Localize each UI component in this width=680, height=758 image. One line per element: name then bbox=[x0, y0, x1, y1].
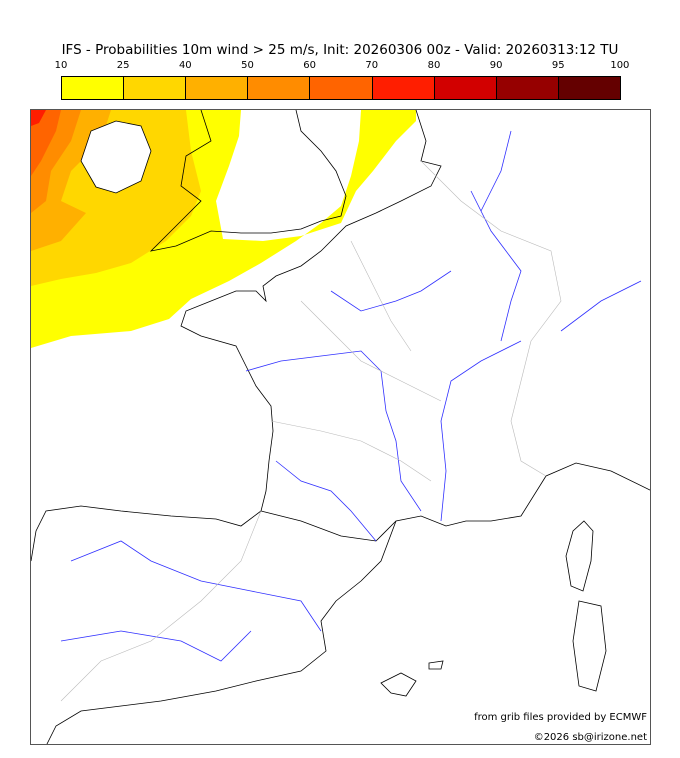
prob-70-area bbox=[31, 110, 46, 126]
colorbar-label: 60 bbox=[303, 60, 316, 71]
colorbar-label: 95 bbox=[551, 60, 565, 71]
colorbar-label: 10 bbox=[54, 60, 68, 71]
prob-25-area-2 bbox=[151, 110, 171, 141]
ireland-land bbox=[81, 121, 151, 193]
colorbar-label: 100 bbox=[610, 60, 630, 71]
colorbar-swatch bbox=[372, 77, 435, 99]
colorbar-swatch bbox=[434, 77, 497, 99]
colorbar-swatch bbox=[124, 77, 187, 99]
mallorca bbox=[380, 672, 417, 697]
colorbar-swatch bbox=[310, 77, 373, 99]
colorbar-label: 50 bbox=[241, 60, 254, 71]
map-title: IFS - Probabilities 10m wind > 25 m/s, I… bbox=[61, 42, 619, 58]
colorbar-labels: 10 25 40 50 60 70 80 90 95 100 bbox=[55, 60, 630, 74]
probability-fills bbox=[31, 110, 416, 348]
coastlines bbox=[31, 110, 650, 744]
colorbar-swatch bbox=[558, 77, 620, 99]
colorbar-label: 90 bbox=[489, 60, 503, 71]
corsica bbox=[565, 520, 594, 592]
data-source-credit: from grib files provided by ECMWF bbox=[474, 712, 647, 723]
prob-60-area bbox=[31, 110, 61, 176]
colorbar-label: 70 bbox=[365, 60, 379, 71]
admin-borders bbox=[60, 160, 562, 702]
sardinia bbox=[572, 600, 607, 692]
colorbar-label: 80 bbox=[427, 60, 441, 71]
copyright-credit: ©2026 sb@irizone.net bbox=[533, 732, 647, 743]
colorbar bbox=[61, 76, 621, 100]
colorbar-swatch bbox=[186, 77, 249, 99]
colorbar-swatch bbox=[496, 77, 559, 99]
probability-map bbox=[30, 109, 651, 745]
england-land bbox=[221, 110, 361, 237]
colorbar-swatch bbox=[62, 77, 125, 99]
colorbar-label: 25 bbox=[116, 60, 130, 71]
colorbar-swatch bbox=[248, 77, 311, 99]
colorbar-label: 40 bbox=[178, 60, 192, 71]
rivers bbox=[60, 130, 642, 662]
menorca bbox=[428, 660, 444, 670]
